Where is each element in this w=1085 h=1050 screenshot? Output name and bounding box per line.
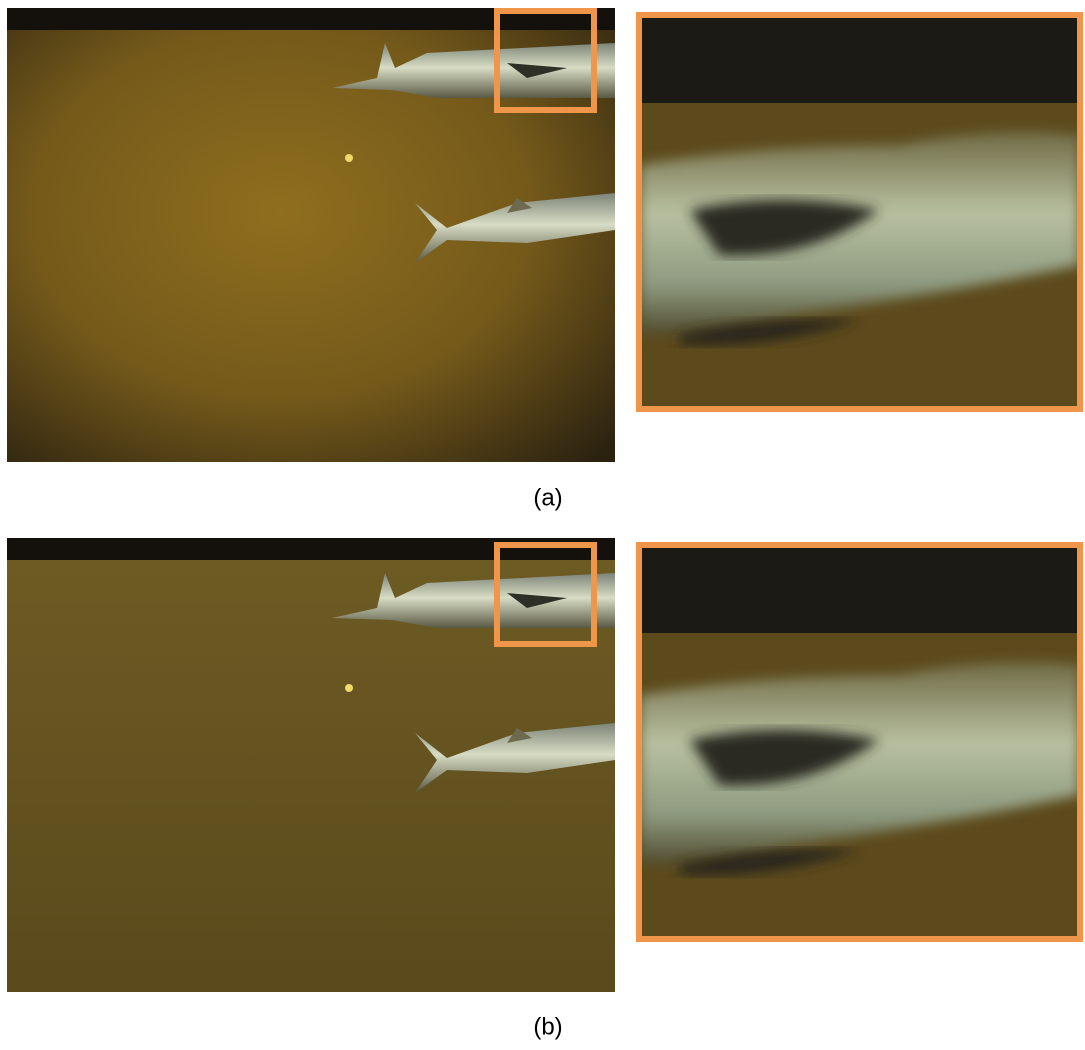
panel-a: (a) (7, 8, 1080, 511)
page: (a) (b) (() => { const data = JSON.parse… (0, 0, 1085, 1050)
panel-b: (b) (7, 538, 1080, 1040)
zoom-photo (640, 545, 1080, 939)
zoom-photo (640, 15, 1080, 409)
panel-label: (a) (533, 484, 562, 511)
panel-label: (b) (533, 1013, 562, 1040)
figure: (a) (b) (0, 0, 1085, 1050)
